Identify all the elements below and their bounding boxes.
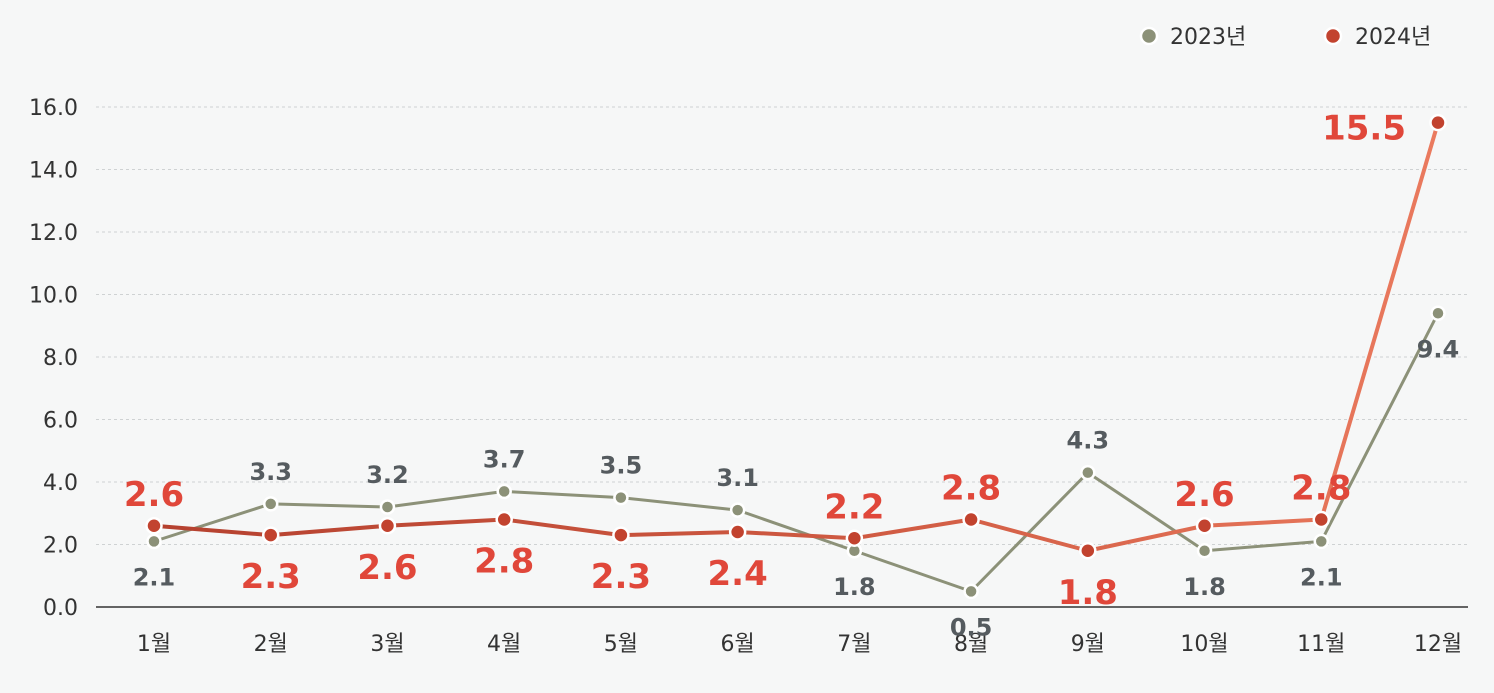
series-2023-point [498, 485, 511, 498]
series-2024-data-label: 2.6 [1174, 475, 1234, 515]
y-axis: 0.0 2.0 4.0 6.0 8.0 10.0 12.0 14.0 16.0 [29, 96, 78, 621]
series-2024-data-label: 2.8 [941, 469, 1001, 509]
series-2023-data-label: 4.3 [1067, 427, 1110, 455]
x-tick-label: 2월 [254, 632, 288, 657]
series-2023-data-label: 2.1 [133, 563, 176, 591]
legend: 2023년 2024년 [1141, 25, 1431, 50]
series-2024-point [730, 525, 745, 540]
series-2024-point [1314, 512, 1329, 527]
y-tick-label: 8.0 [43, 346, 78, 371]
y-tick-label: 16.0 [29, 96, 78, 121]
series-2023-data-label: 1.8 [833, 573, 876, 601]
series-lines [154, 123, 1438, 592]
series-2023-line [154, 313, 1438, 591]
series-2023-point [264, 497, 277, 510]
series-2023-point [1198, 544, 1211, 557]
series-2024-data-label: 15.5 [1322, 109, 1406, 149]
y-tick-label: 12.0 [29, 221, 78, 246]
series-2024-point [613, 528, 628, 543]
legend-marker [1141, 28, 1157, 44]
gridlines [96, 107, 1468, 545]
y-tick-label: 4.0 [43, 471, 78, 496]
series-2024-point [1431, 115, 1446, 130]
x-tick-label: 11월 [1297, 632, 1345, 657]
y-tick-label: 6.0 [43, 409, 78, 434]
series-2024-data-label: 2.3 [241, 557, 301, 597]
series-2023-data-label: 3.5 [600, 452, 643, 480]
y-tick-label: 0.0 [43, 596, 78, 621]
series-2024-point [1080, 543, 1095, 558]
x-tick-label: 3월 [370, 632, 404, 657]
x-tick-label: 12월 [1414, 632, 1462, 657]
series-2023-point [965, 585, 978, 598]
legend-label: 2024년 [1355, 25, 1431, 50]
series-2024-point [380, 518, 395, 533]
series-2024-data-label: 2.3 [591, 557, 651, 597]
series-2023-point [381, 501, 394, 514]
x-axis: 1월 2월 3월 4월 5월 6월 7월 8월 9월 10월 11월 12월 [96, 607, 1468, 657]
y-tick-label: 10.0 [29, 284, 78, 309]
series-2024-line [154, 123, 1438, 551]
legend-label: 2023년 [1170, 25, 1246, 50]
x-tick-label: 10월 [1180, 632, 1228, 657]
series-2024-data-label: 1.8 [1058, 573, 1118, 613]
series-2024-data-label: 2.2 [824, 487, 884, 527]
series-2023-data-label: 3.3 [249, 458, 292, 486]
series-2023-point [1315, 535, 1328, 548]
series-2024-point [147, 518, 162, 533]
series-2024-data-label: 2.4 [708, 554, 768, 594]
series-2024-data-label: 2.8 [1291, 469, 1351, 509]
series-2023-point [731, 504, 744, 517]
x-tick-label: 7월 [837, 632, 871, 657]
x-tick-label: 1월 [137, 632, 171, 657]
x-tick-label: 5월 [604, 632, 638, 657]
series-2023-point [614, 491, 627, 504]
x-tick-label: 6월 [721, 632, 755, 657]
legend-marker [1325, 28, 1341, 44]
series-2023-point [1081, 466, 1094, 479]
series-2023-data-label: 9.4 [1417, 335, 1460, 363]
series-2024-point [964, 512, 979, 527]
y-tick-label: 14.0 [29, 159, 78, 184]
series-2023-data-label: 1.8 [1183, 573, 1226, 601]
series-2024-point [1197, 518, 1212, 533]
y-tick-label: 2.0 [43, 534, 78, 559]
series-2023-point [148, 535, 161, 548]
series-2024-data-label: 2.6 [357, 548, 417, 588]
series-2023-data-label: 0.5 [950, 613, 993, 641]
series-2023-data-label: 2.1 [1300, 563, 1343, 591]
series-2023-data-label: 3.7 [483, 445, 526, 473]
series-2024-point [263, 528, 278, 543]
series-2023-data-label: 3.1 [716, 464, 759, 492]
series-2024-point [497, 512, 512, 527]
series-2023-point [1432, 307, 1445, 320]
series-2024-point [847, 531, 862, 546]
series-2023-data-label: 3.2 [366, 461, 409, 489]
data-labels: 2.1 2.6 3.3 2.3 3.2 2.6 3.7 2.8 3.5 2.3 3.1 2.4 1.8 2… [124, 109, 1459, 642]
x-tick-label: 9월 [1071, 632, 1105, 657]
series-2024-data-label: 2.8 [474, 542, 534, 582]
x-tick-label: 4월 [487, 632, 521, 657]
series-2024-data-label: 2.6 [124, 475, 184, 515]
